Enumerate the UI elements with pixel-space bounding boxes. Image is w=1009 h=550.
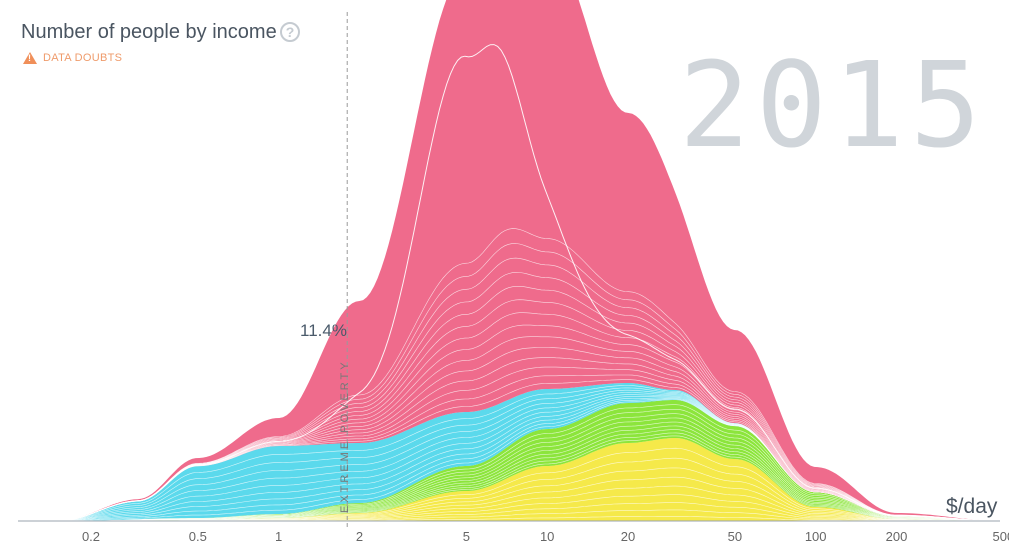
x-tick-label: 2	[356, 529, 363, 544]
chart-title: Number of people by income	[21, 21, 277, 43]
x-tick-label: 5	[463, 529, 470, 544]
country-contour-line	[57, 404, 1004, 522]
poverty-line-label: EXTREME POVERTY	[339, 359, 351, 513]
country-contour-line	[57, 228, 1004, 522]
x-axis-unit-label: $/day	[946, 495, 998, 518]
x-tick-label: 0.5	[189, 529, 207, 544]
largest-country-contour	[57, 44, 1004, 522]
warning-icon	[23, 52, 37, 64]
x-tick-label: 100	[805, 529, 827, 544]
x-tick-label: 20	[621, 529, 635, 544]
yellow-income-area[interactable]	[57, 438, 1004, 521]
x-tick-label: 500	[992, 529, 1009, 544]
x-tick-label: 1	[275, 529, 282, 544]
poverty-percent: 11.4%	[300, 321, 347, 340]
x-tick-label: 10	[540, 529, 554, 544]
question-circle-icon[interactable]: ?	[280, 22, 300, 42]
x-tick-label: 50	[728, 529, 742, 544]
data-doubts-link[interactable]: DATA DOUBTS	[23, 52, 122, 64]
x-tick-label: 200	[886, 529, 908, 544]
blue-income-area[interactable]	[57, 383, 1004, 521]
x-tick-label: 0.2	[82, 529, 100, 544]
year-label: 2015	[678, 36, 987, 174]
red-income-area[interactable]	[57, 0, 1004, 521]
data-doubts-label: DATA DOUBTS	[43, 52, 123, 64]
